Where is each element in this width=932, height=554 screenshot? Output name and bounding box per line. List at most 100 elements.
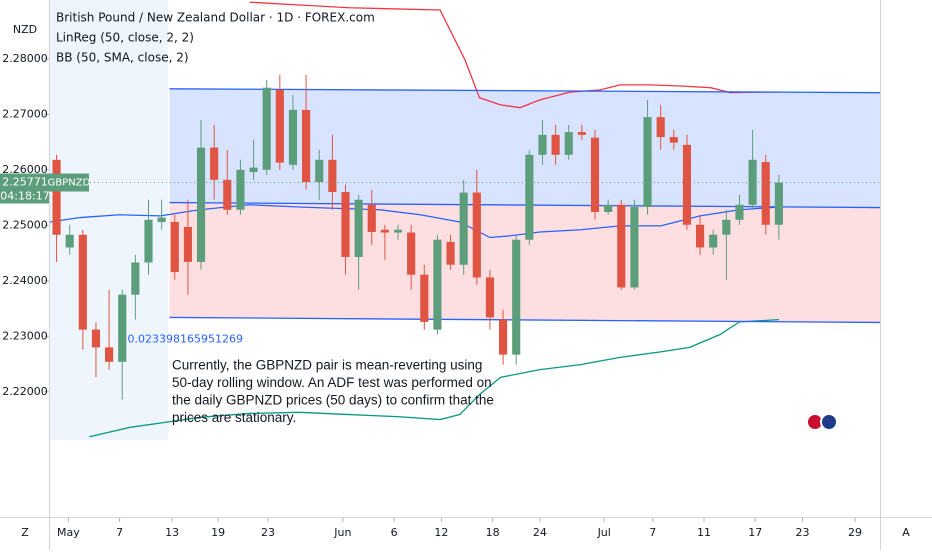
x-tick-label: 11 [697,526,711,539]
x-tick-label: 17 [748,526,762,539]
flag-icon [806,413,838,431]
candle-body [407,232,416,275]
indicator-line [169,316,880,324]
candle-body [196,147,206,262]
candle-body [262,87,271,170]
currency-label: NZD [13,23,37,36]
indicator-line [169,88,880,94]
candle-body [485,277,495,318]
candle-body [748,159,757,205]
candle-body [91,329,101,348]
candle-body [367,204,376,232]
candle-body [223,179,232,210]
symbol-tag-label: GBPNZD [48,178,91,189]
symbol-tag [49,173,89,192]
indicator-line [50,204,779,239]
channel-fill [169,202,880,323]
candle-body [446,241,455,265]
candle-body [551,134,560,155]
chart-title: British Pound / New Zealand Dollar · 1D … [56,11,375,25]
indicator-legend: LinReg (50, close, 2, 2) [56,31,194,45]
annotation-line: Currently, the GBPNZD pair is mean-rever… [172,358,482,373]
candle-body [630,206,639,288]
x-tick-label: 19 [211,526,225,539]
x-tick-label: May [57,526,80,539]
candle-body [564,132,573,155]
candle-body [210,147,219,180]
candle-body [735,204,744,220]
candle-body [499,319,508,355]
candle-body [472,192,481,278]
candle-body [302,109,311,183]
x-tick-label: 7 [649,526,656,539]
candle-body [604,204,613,212]
candle-body [78,234,87,330]
candle-body [709,234,718,248]
indicator-legend: BB (50, SMA, close, 2) [56,51,189,65]
candle-body [722,219,731,235]
candle-body [288,109,298,165]
candle-body [52,159,61,235]
candle-body [669,137,678,143]
candle-body [656,117,665,138]
annotation-line: 50-day rolling window. An ADF test was p… [172,375,492,390]
channel-fill [169,88,880,208]
candle-body [512,239,521,355]
candle-body [118,294,127,362]
x-tick-label: 24 [533,526,547,539]
indicator-line [169,201,880,209]
candle-body [696,224,705,248]
annotation-line: the daily GBPNZD prices (50 days) to con… [172,393,494,408]
y-tick-label: 2.23000 [2,329,48,342]
candle-body [682,144,692,225]
indicator-line [249,1,779,109]
auto-scale-button[interactable]: A [902,526,910,539]
price-tag-label: 2.25771 [2,176,48,189]
timezone-button[interactable]: Z [21,526,29,539]
candle-body [183,226,192,262]
deviation-label: 0.023398165951269 [128,332,243,345]
x-tick-label: 13 [165,526,179,539]
y-tick-label: 2.26000 [2,163,48,176]
candle-body [761,162,770,225]
candle-body [249,167,258,173]
x-tick-label: Jul [597,526,611,539]
candle-body [577,132,586,135]
candle-body [774,182,783,225]
candle-body [328,159,337,193]
y-tick-label: 2.24000 [2,274,48,287]
candle-body [157,217,166,222]
x-tick-label: 6 [391,526,398,539]
candle-body [315,159,324,183]
x-tick-label: 12 [434,526,448,539]
candle-body [420,274,429,322]
candle-body [590,137,600,212]
candle-body [617,204,626,288]
annotation-line: prices are stationary. [172,410,296,425]
x-tick-label: 23 [796,526,810,539]
candle-body [393,229,403,233]
candle-body [380,229,389,233]
x-tick-label: Jun [333,526,351,539]
x-tick-label: 7 [116,526,123,539]
candle-body [105,347,114,362]
candle-body [144,219,153,263]
plot-layer: 2.28000 2.27000 2.26000 2.25000 2.24000 2.230… [0,1,880,539]
candle-body [433,239,442,330]
candle-body [354,199,363,257]
candle-body [525,154,534,240]
price-tag [0,173,49,204]
x-tick-label: 18 [486,526,500,539]
candle-body [65,234,74,248]
x-tick-label: 29 [848,526,862,539]
countdown-label: 04:18:17 [0,190,49,203]
candle-body [459,192,468,265]
x-tick-label: 23 [261,526,275,539]
indicator-line [89,319,779,438]
candle-body [341,192,350,257]
plot-area [50,1,880,438]
candle-body [643,117,652,207]
y-tick-label: 2.27000 [2,107,48,120]
candle-body [275,89,284,163]
